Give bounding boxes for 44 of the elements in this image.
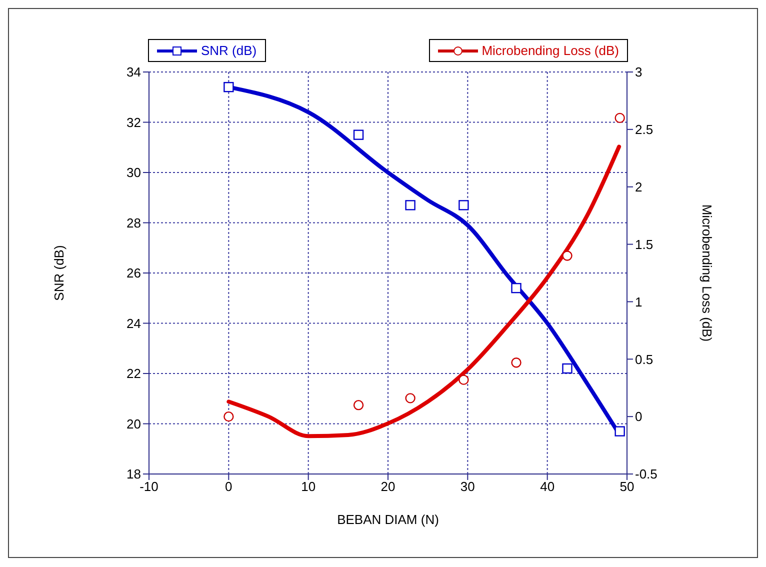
point <box>353 130 364 140</box>
y2-tick-label: 3 <box>635 64 642 80</box>
legend-label: SNR (dB) <box>201 43 257 58</box>
point <box>405 393 416 404</box>
y-tick-label: 22 <box>126 366 141 382</box>
y-tick-label: 30 <box>126 165 141 180</box>
y-tick-label: 26 <box>126 266 141 281</box>
point <box>224 411 234 422</box>
y2-tick-label: 0.5 <box>635 352 654 367</box>
point <box>353 400 364 410</box>
y-tick-label: 34 <box>126 64 141 80</box>
y-tick-label: 18 <box>126 466 141 482</box>
y-tick-label: 20 <box>126 416 141 432</box>
point <box>562 250 572 261</box>
point <box>511 357 522 368</box>
y2-tick-label: -0.5 <box>635 466 658 482</box>
x-tick-label: -10 <box>140 479 158 494</box>
legend-label: Microbending Loss (dB) <box>482 43 619 58</box>
point <box>458 200 469 210</box>
y2-tick-label: 2.5 <box>635 122 654 138</box>
y-tick-label: 32 <box>126 114 141 130</box>
point <box>458 374 469 385</box>
point <box>224 82 234 92</box>
x-axis-title: BEBAN DIAM (N) <box>337 512 439 527</box>
y-axis-title: SNR (dB) <box>52 245 67 301</box>
y2-tick-label: 1.5 <box>635 236 654 252</box>
point <box>405 200 416 210</box>
line-series <box>226 144 622 438</box>
x-tick-label: 40 <box>540 479 555 494</box>
y2-tick-label: 1 <box>635 294 642 310</box>
y2-tick-label: 0 <box>635 409 642 424</box>
x-tick-label: 50 <box>620 479 634 494</box>
y2-axis-title: Microbending Loss (dB) <box>699 204 714 342</box>
point <box>614 112 625 124</box>
x-tick-label: 20 <box>380 479 396 494</box>
x-tick-label: 0 <box>225 479 232 494</box>
y-tick-label: 24 <box>126 316 141 331</box>
y2-tick-label: 2 <box>635 179 642 194</box>
point <box>614 426 625 436</box>
x-tick-label: 30 <box>460 479 475 494</box>
point <box>562 363 572 374</box>
point <box>511 282 522 294</box>
x-tick-label: 10 <box>301 479 316 494</box>
y-tick-label: 28 <box>126 215 141 230</box>
